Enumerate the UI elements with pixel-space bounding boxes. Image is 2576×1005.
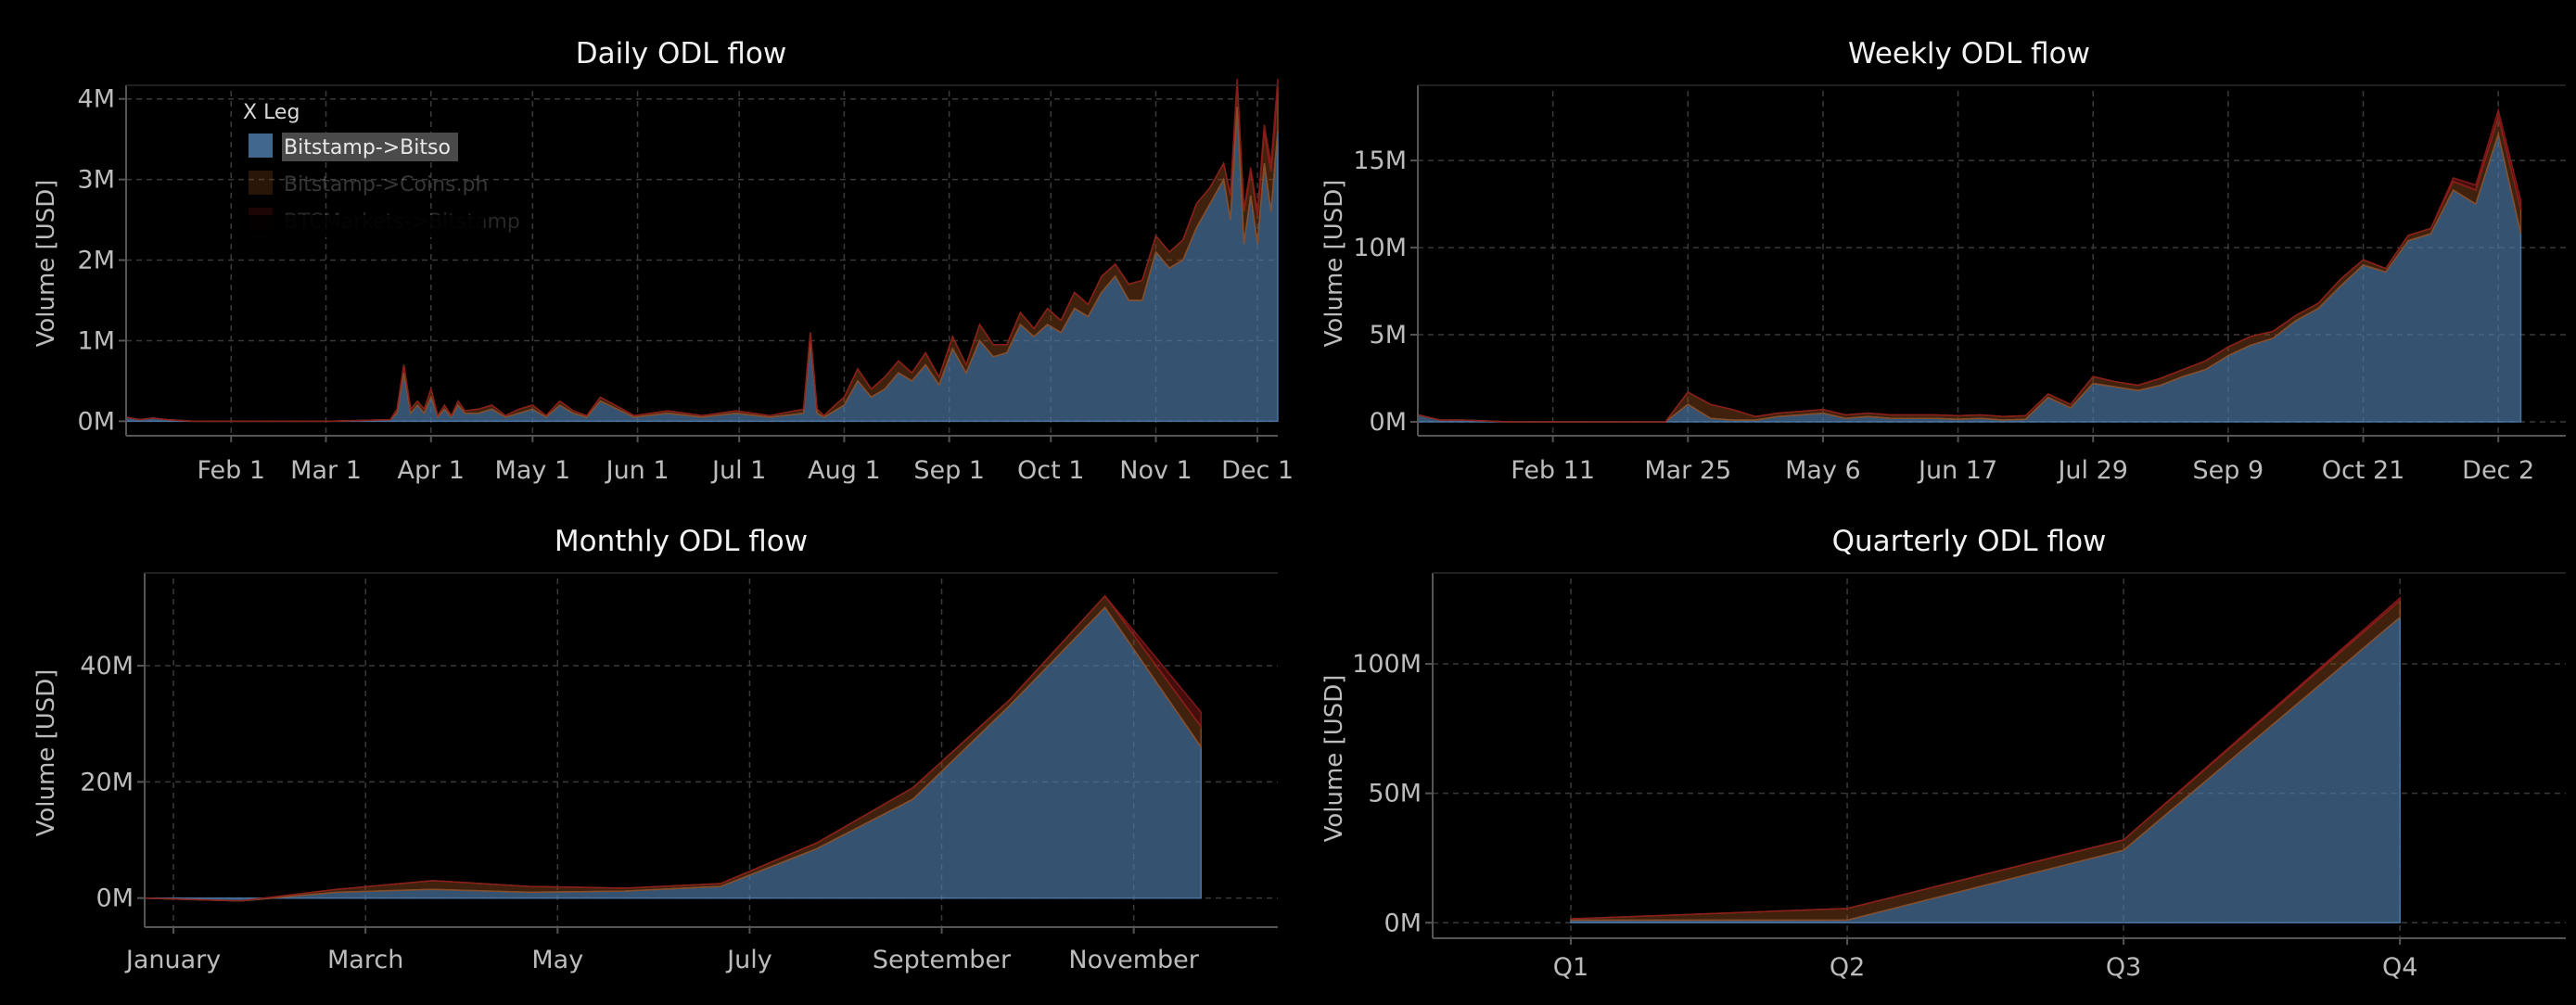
legend-item: Bitstamp->Bitso <box>249 133 458 161</box>
x-tick-label: Aug 1 <box>808 456 880 485</box>
legend-title: X Leg <box>243 101 300 124</box>
legend-scroll-fade <box>243 215 484 237</box>
series-area-1 <box>1417 132 2522 423</box>
legend-item: Bitstamp->Coins.ph <box>249 171 488 197</box>
weekly-chart-panel: Weekly ODL flow 0M 5M 10M 15M Feb 11 Mar 25 Ma… <box>1288 0 2576 491</box>
y-tick-label: 4M <box>78 85 115 114</box>
x-tick-label: Q1 <box>1553 953 1588 982</box>
y-tick-label: 100M <box>1352 650 1422 679</box>
y-tick-label: 0M <box>78 407 115 436</box>
x-tick-label: Feb 1 <box>197 456 265 485</box>
x-tick-label: Apr 1 <box>398 456 465 485</box>
legend-swatch <box>249 171 273 195</box>
series-area-3 <box>125 78 1279 423</box>
x-tick-label: Sep 9 <box>2193 456 2264 485</box>
x-tick-label: May 1 <box>495 456 571 485</box>
x-tick-label: Jun 17 <box>1917 456 1997 485</box>
x-tick-label: Feb 11 <box>1511 456 1595 485</box>
x-tick-label: Q4 <box>2382 953 2417 982</box>
monthly-chart-panel: Monthly ODL flow 0M 20M 40M January March May… <box>0 491 1288 1005</box>
y-tick-label: 50M <box>1368 780 1422 808</box>
monthly-chart[interactable]: 0M 20M 40M January March May July September Nove… <box>0 491 1288 1005</box>
x-tick-label: Sep 1 <box>913 456 985 485</box>
y-tick-label: 0M <box>96 884 134 913</box>
legend-swatch <box>249 134 273 158</box>
y-tick-label: 1M <box>78 326 115 355</box>
x-tick-label: Nov 1 <box>1119 456 1192 485</box>
x-tick-label: March <box>327 946 403 974</box>
y-tick-label: 15M <box>1353 146 1407 175</box>
y-tick-label: 5M <box>1370 321 1407 350</box>
x-tick-label: May <box>531 946 583 974</box>
legend-label: Bitstamp->Bitso <box>284 136 451 159</box>
y-axis-label: Volume [USD] <box>1320 675 1348 843</box>
x-tick-label: May 6 <box>1785 456 1861 485</box>
x-tick-label: Oct 21 <box>2322 456 2405 485</box>
y-tick-label: 0M <box>1370 408 1407 437</box>
y-axis-label: Volume [USD] <box>32 180 60 348</box>
x-tick-label: Jul 1 <box>710 456 766 485</box>
chart-title: Weekly ODL flow <box>1848 37 2090 70</box>
x-tick-label: Jun 1 <box>605 456 670 485</box>
x-tick-label: Dec 2 <box>2462 456 2534 485</box>
x-tick-label: November <box>1068 946 1199 974</box>
y-tick-label: 40M <box>80 652 134 681</box>
y-tick-label: 0M <box>1384 909 1422 937</box>
x-tick-label: January <box>124 946 221 974</box>
series-area-3 <box>1570 596 2401 920</box>
daily-chart-panel: Daily ODL flow 0M 1M 2M 3M 4M Feb 1 Mar 1 Apr 1… <box>0 0 1294 491</box>
y-tick-label: 10M <box>1353 234 1407 262</box>
y-tick-label: 3M <box>78 166 115 195</box>
x-tick-label: Jul 29 <box>2056 456 2128 485</box>
x-tick-label: September <box>873 946 1012 974</box>
weekly-chart[interactable]: 0M 5M 10M 15M Feb 11 Mar 25 May 6 Jun 17 Jul 29 S… <box>1288 0 2576 491</box>
y-axis-label: Volume [USD] <box>32 669 60 837</box>
y-tick-label: 2M <box>78 247 115 275</box>
y-tick-label: 20M <box>80 768 134 796</box>
chart-title: Quarterly ODL flow <box>1831 525 2107 558</box>
legend-label: Bitstamp->Coins.ph <box>284 173 488 197</box>
x-tick-label: Q2 <box>1830 953 1865 982</box>
daily-chart[interactable]: 0M 1M 2M 3M 4M Feb 1 Mar 1 Apr 1 May 1 Jun 1 Jul 1… <box>0 0 1294 491</box>
x-tick-label: Mar 25 <box>1644 456 1731 485</box>
chart-title: Daily ODL flow <box>575 37 787 70</box>
series-area-3 <box>1417 107 2522 423</box>
chart-title: Monthly ODL flow <box>554 525 809 558</box>
x-tick-label: Oct 1 <box>1017 456 1084 485</box>
series-area-1 <box>144 606 1202 902</box>
series-area-3 <box>144 594 1202 902</box>
legend-highlight <box>282 133 458 161</box>
quarterly-chart-panel: Quarterly ODL flow 0M 50M 100M Q1 Q2 Q3 Q4 Volu… <box>1288 491 2576 1005</box>
x-tick-label: Mar 1 <box>290 456 362 485</box>
x-tick-label: Dec 1 <box>1221 456 1294 485</box>
y-axis-label: Volume [USD] <box>1320 180 1348 348</box>
x-tick-label: Q3 <box>2106 953 2141 982</box>
x-tick-label: July <box>725 946 772 974</box>
quarterly-chart[interactable]: 0M 50M 100M Q1 Q2 Q3 Q4 Volume [USD] <box>1288 491 2576 1005</box>
